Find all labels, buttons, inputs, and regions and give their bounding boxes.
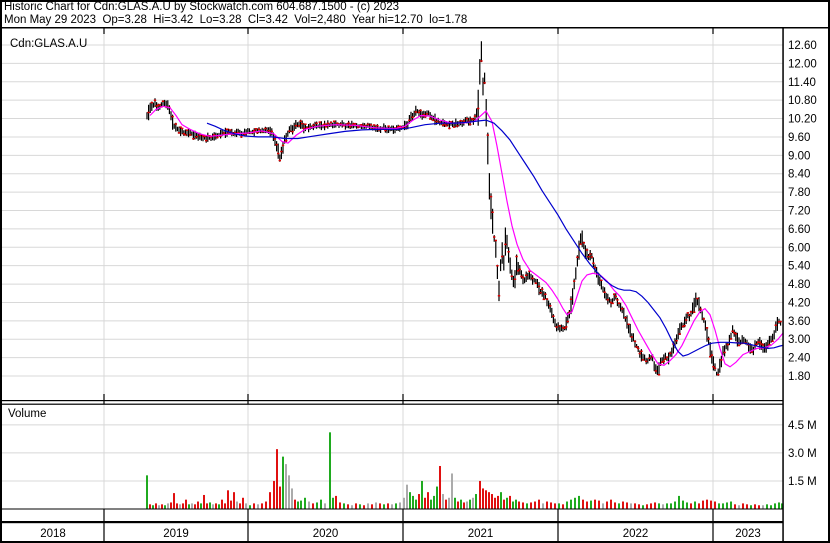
price-tick-label: 3.60	[788, 316, 810, 328]
price-tick-label: 7.20	[788, 206, 810, 218]
ma-slow-line	[206, 119, 784, 357]
year-label: 2021	[468, 528, 494, 540]
volume-tick-label: 4.5 M	[788, 420, 817, 432]
price-tick-label: 9.60	[788, 132, 810, 144]
year-label: 2022	[623, 528, 649, 540]
price-tick-label: 4.80	[788, 279, 810, 291]
ma-fast-line	[149, 105, 784, 368]
year-label: 2019	[163, 528, 189, 540]
price-series	[146, 41, 782, 376]
price-tick-label: 5.40	[788, 261, 810, 273]
volume-tick-label: 3.0 M	[788, 448, 817, 460]
price-tick-label: 8.40	[788, 169, 810, 181]
price-tick-label: 1.80	[788, 371, 810, 383]
volume-tick-label: 1.5 M	[788, 476, 817, 488]
volume-bars	[146, 432, 783, 509]
year-label: 2023	[735, 528, 761, 540]
year-label: 2018	[40, 528, 66, 540]
grid-lines	[2, 28, 783, 509]
price-tick-label: 7.80	[788, 187, 810, 199]
price-axis-labels: 12.60 12.00 11.40 10.80 10.20 9.60 9.00 8.40 7.8…	[788, 40, 817, 383]
header-title: Historic Chart for Cdn:GLAS.A.U by Stock…	[4, 1, 400, 13]
price-tick-label: 11.40	[788, 77, 816, 89]
price-tick-label: 10.20	[788, 114, 817, 126]
symbol-label: Cdn:GLAS.A.U	[10, 38, 87, 50]
header-quote-line: Mon May 29 2023 Op=3.28 Hi=3.42 Lo=3.28 …	[4, 14, 468, 26]
volume-pane-label: Volume	[8, 408, 46, 420]
price-tick-label: 6.60	[788, 224, 810, 236]
year-label: 2020	[313, 528, 339, 540]
price-tick-label: 12.00	[788, 58, 817, 70]
price-tick-label: 4.20	[788, 297, 810, 309]
price-tick-label: 3.00	[788, 334, 810, 346]
price-tick-label: 12.60	[788, 40, 817, 52]
price-tick-label: 9.00	[788, 150, 810, 162]
price-tick-label: 2.40	[788, 353, 810, 365]
price-tick-label: 10.80	[788, 95, 817, 107]
volume-axis-labels: 4.5 M 3.0 M 1.5 M	[788, 420, 817, 488]
price-tick-label: 6.00	[788, 242, 810, 254]
year-axis-labels: 2018 2019 2020 2021 2022 2023	[40, 528, 761, 540]
